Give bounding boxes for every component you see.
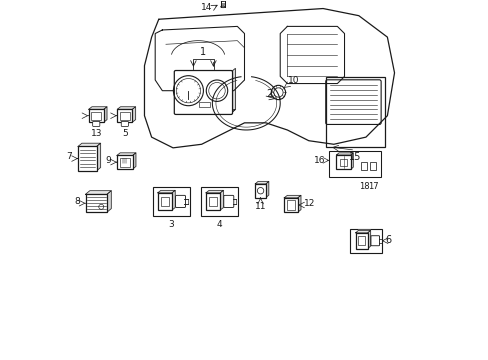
Polygon shape [175, 109, 235, 113]
Bar [117, 156, 132, 169]
Text: 14: 14 [201, 3, 212, 12]
Polygon shape [103, 107, 107, 122]
Ellipse shape [220, 6, 225, 8]
Bar [91, 112, 101, 120]
Text: 9: 9 [105, 156, 111, 165]
Text: 6: 6 [385, 235, 390, 245]
Bar [284, 198, 297, 212]
Polygon shape [265, 181, 268, 198]
Bar [157, 193, 172, 210]
Text: 8: 8 [74, 197, 80, 206]
Bar [255, 184, 265, 198]
Polygon shape [284, 195, 300, 198]
Text: 15: 15 [348, 152, 361, 162]
Text: 3: 3 [168, 220, 174, 229]
Bar [199, 102, 209, 107]
Polygon shape [97, 143, 101, 171]
Text: 5: 5 [122, 129, 127, 138]
Text: 2: 2 [265, 89, 272, 99]
FancyBboxPatch shape [370, 236, 379, 246]
Text: 12: 12 [304, 199, 315, 208]
Polygon shape [132, 107, 135, 122]
Bar [355, 233, 367, 249]
FancyBboxPatch shape [175, 195, 185, 207]
Polygon shape [350, 153, 352, 169]
Bar [325, 77, 384, 147]
Bar [336, 155, 350, 169]
Bar [78, 147, 97, 171]
Text: 13: 13 [90, 129, 102, 138]
Polygon shape [88, 107, 107, 109]
Polygon shape [78, 143, 101, 147]
Polygon shape [336, 153, 352, 155]
Bar [85, 194, 107, 212]
Text: 1: 1 [200, 46, 206, 57]
Polygon shape [132, 153, 136, 169]
Text: |||: ||| [121, 158, 127, 163]
Polygon shape [205, 190, 223, 193]
Text: 11: 11 [254, 202, 266, 211]
Bar [205, 193, 220, 210]
Polygon shape [85, 191, 111, 194]
Text: 17: 17 [367, 182, 378, 191]
Bar [328, 150, 380, 177]
Polygon shape [117, 153, 136, 156]
Bar [209, 197, 217, 206]
Bar [120, 112, 129, 120]
Polygon shape [117, 107, 135, 109]
FancyBboxPatch shape [174, 71, 232, 114]
Bar [339, 158, 346, 166]
Polygon shape [231, 68, 235, 113]
Polygon shape [297, 195, 300, 212]
Text: 4: 4 [216, 220, 222, 229]
FancyBboxPatch shape [224, 195, 233, 207]
Bar [369, 162, 376, 170]
Bar [358, 237, 364, 245]
Polygon shape [157, 190, 175, 193]
Bar [161, 197, 168, 206]
Polygon shape [355, 230, 370, 233]
FancyBboxPatch shape [93, 121, 100, 126]
Bar [88, 109, 103, 122]
Polygon shape [367, 230, 370, 249]
Bar [152, 187, 190, 216]
Polygon shape [220, 190, 223, 210]
FancyBboxPatch shape [121, 121, 128, 126]
Text: 16: 16 [313, 156, 325, 165]
Bar [120, 158, 130, 167]
Polygon shape [107, 191, 111, 212]
Bar [349, 229, 381, 253]
Polygon shape [255, 181, 268, 184]
Text: 7: 7 [66, 152, 72, 161]
Bar [286, 201, 295, 210]
Bar [360, 162, 366, 170]
Bar [201, 187, 238, 216]
Text: 18: 18 [358, 182, 369, 191]
Text: 10: 10 [288, 76, 299, 85]
Bar [117, 109, 132, 122]
Polygon shape [172, 190, 175, 210]
